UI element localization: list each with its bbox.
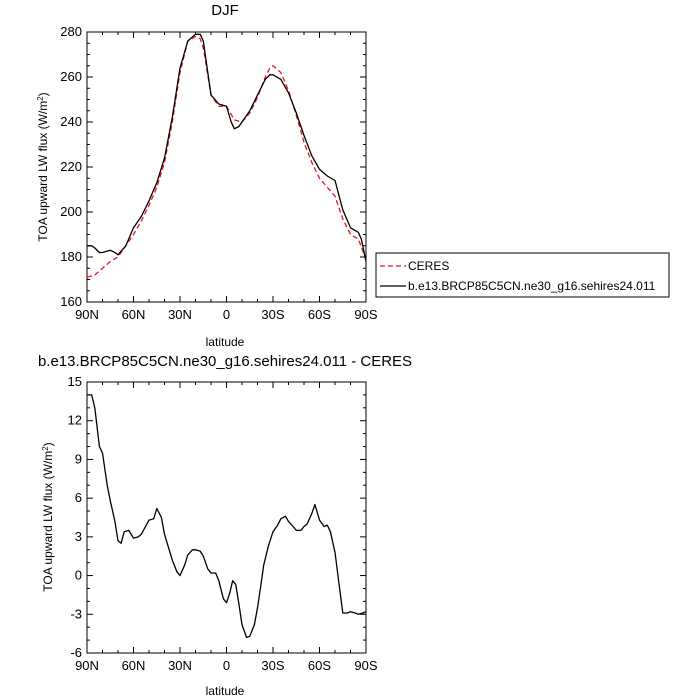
top-panel: DJF latitude TOA upward LW flux (W/m2) 9… [36, 2, 378, 349]
top-xtick-label: 30N [168, 307, 192, 322]
bottom-ytick-label: 6 [75, 490, 82, 505]
top-series-model-line [87, 33, 367, 262]
top-chart-xlabel: latitude [206, 335, 245, 349]
top-xtick-label: 90N [75, 307, 99, 322]
bottom-chart-xlabel: latitude [206, 684, 245, 698]
top-plot-frame [86, 31, 367, 303]
bottom-ytick-label: 15 [68, 374, 82, 389]
bottom-ytick-label: -6 [70, 645, 82, 660]
bottom-ytick-label: 0 [75, 568, 82, 583]
legend-box [375, 252, 670, 298]
top-xtick-label: 30S [261, 307, 284, 322]
bottom-xtick-label: 30N [168, 658, 192, 673]
top-ytick-label: 280 [60, 24, 82, 39]
bottom-plot-frame [86, 381, 367, 654]
top-ytick-label: 200 [60, 204, 82, 219]
legend-ceres-label: CERES [408, 259, 449, 273]
bottom-xtick-label: 60S [308, 658, 331, 673]
bottom-xtick-label: 60N [122, 658, 146, 673]
top-ytick-label: 160 [60, 294, 82, 309]
bottom-ytick-label: 12 [68, 413, 82, 428]
bottom-series-difference-line [87, 394, 367, 639]
top-ytick-label: 240 [60, 114, 82, 129]
top-series-ceres-line [86, 35, 367, 278]
bottom-xtick-label: 30S [261, 658, 284, 673]
bottom-panel: b.e13.BRCP85C5CN.ne30_g16.sehires24.011 … [38, 353, 412, 698]
bottom-ytick-label: 3 [75, 529, 82, 544]
bottom-xtick-label: 90N [75, 658, 99, 673]
top-chart-ylabel: TOA upward LW flux (W/m2) [36, 92, 50, 241]
top-xtick-label: 0 [223, 307, 230, 322]
top-xtick-label: 60S [308, 307, 331, 322]
bottom-chart-title: b.e13.BRCP85C5CN.ne30_g16.sehires24.011 … [38, 353, 412, 370]
top-ytick-label: 260 [60, 69, 82, 84]
bottom-ytick-label: -3 [70, 606, 82, 621]
legend: CERES b.e13.BRCP85C5CN.ne30_g16.sehires2… [375, 252, 670, 298]
top-xtick-label: 90S [354, 307, 377, 322]
top-xtick-label: 60N [122, 307, 146, 322]
bottom-chart-ylabel: TOA upward LW flux (W/m2) [41, 442, 55, 591]
bottom-ytick-label: 9 [75, 451, 82, 466]
bottom-xtick-label: 0 [223, 658, 230, 673]
bottom-xtick-label: 90S [354, 658, 377, 673]
legend-model-label: b.e13.BRCP85C5CN.ne30_g16.sehires24.011 [408, 279, 656, 293]
top-ytick-label: 220 [60, 159, 82, 174]
top-ytick-label: 180 [60, 249, 82, 264]
top-chart-title: DJF [211, 2, 239, 19]
